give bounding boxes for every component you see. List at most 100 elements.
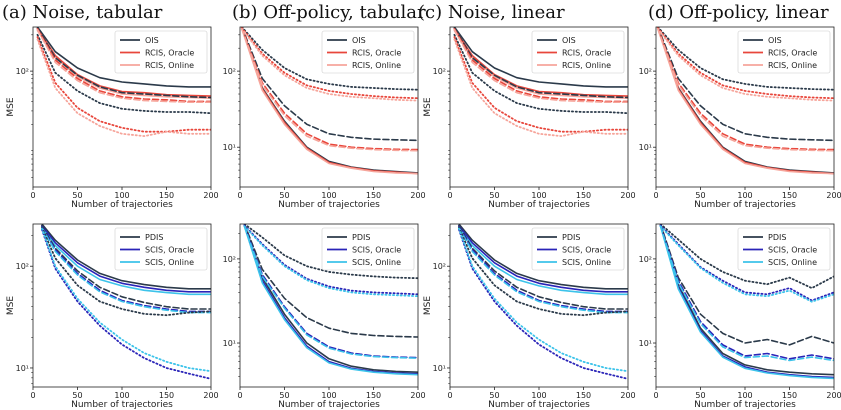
legend-box — [737, 227, 831, 271]
x-tick-label: 200 — [410, 191, 425, 200]
legend-label: RCIS, Oracle — [562, 49, 611, 58]
x-tick-label: 100 — [531, 391, 546, 400]
legend-label: PDIS — [768, 233, 786, 242]
series-line — [243, 225, 418, 376]
panel-d: (d) Off-policy, linear 0 50 100 150 200 10² 10¹… — [639, 2, 841, 210]
series-group — [453, 27, 628, 138]
legend-label: RCIS, Oracle — [145, 49, 194, 58]
panel-e: 0 50 100 150 200 10² 10¹ Number of trajectories… — [6, 223, 219, 410]
series-line — [458, 224, 628, 290]
x-tick-label: 150 — [576, 191, 591, 200]
series-line — [36, 27, 211, 103]
x-tick-label: 100 — [737, 191, 752, 200]
x-tick-label: 200 — [203, 391, 218, 400]
legend-label: PDIS — [562, 233, 580, 242]
panel-c: (c) Noise, linear 0 50 100 150 200 10² Number o… — [418, 2, 636, 210]
series-line — [36, 27, 211, 99]
series-line — [458, 224, 628, 310]
x-axis-label: Number of trajectories — [71, 200, 173, 210]
panel-f: 0 50 100 150 200 10² 10¹ Number of trajectories… — [223, 223, 426, 410]
x-tick-label: 0 — [447, 191, 452, 200]
series-line — [453, 27, 628, 88]
y-tick-label: 10¹ — [223, 339, 236, 348]
legend-box — [114, 30, 208, 74]
y-tick-label: 10² — [223, 67, 236, 76]
series-line — [41, 224, 211, 310]
series-line — [241, 27, 418, 151]
series-line — [453, 33, 628, 115]
series-line — [243, 225, 418, 360]
x-tick-label: 0 — [237, 191, 242, 200]
series-line — [41, 228, 211, 380]
series-line — [240, 27, 418, 100]
series-group — [41, 224, 211, 380]
series-line — [659, 224, 834, 302]
y-tick-label: 10² — [433, 67, 446, 76]
series-line — [36, 27, 211, 88]
series-group — [36, 27, 211, 138]
y-tick-label: 10¹ — [223, 143, 236, 152]
series-line — [41, 226, 211, 296]
x-tick-label: 150 — [782, 191, 797, 200]
series-line — [243, 224, 418, 338]
legend-label: RCIS, Oracle — [352, 49, 401, 58]
y-axis-label: MSE — [423, 296, 433, 315]
x-tick-label: 0 — [447, 391, 452, 400]
y-tick-label: 10² — [433, 262, 446, 271]
x-tick-label: 0 — [237, 391, 242, 400]
series-line — [659, 225, 834, 362]
series-line — [41, 226, 211, 317]
series-line — [458, 226, 628, 314]
y-tick-label: 10² — [16, 67, 29, 76]
x-axis-label: Number of trajectories — [488, 200, 590, 210]
panel-title: (c) Noise, linear — [418, 2, 565, 23]
x-tick-label: 50 — [489, 191, 499, 200]
x-tick-label: 150 — [782, 391, 797, 400]
legend-label: SCIS, Online — [768, 258, 817, 267]
legend-box — [531, 30, 625, 74]
x-axis-label: Number of trajectories — [694, 400, 796, 410]
series-line — [659, 224, 834, 290]
y-axis-label: MSE — [6, 296, 16, 315]
series-line — [453, 27, 628, 99]
x-tick-label: 100 — [114, 391, 129, 400]
x-tick-label: 50 — [489, 391, 499, 400]
series-line — [656, 27, 834, 175]
series-line — [243, 224, 418, 296]
series-line — [243, 225, 418, 298]
x-axis-label: Number of trajectories — [694, 200, 796, 210]
series-line — [240, 27, 418, 102]
y-tick-label: 10² — [639, 255, 652, 264]
legend-label: SCIS, Oracle — [562, 246, 611, 255]
series-line — [656, 27, 834, 152]
series-line — [659, 224, 834, 346]
series-group — [240, 27, 418, 175]
y-tick-label: 10¹ — [639, 339, 652, 348]
legend-label: SCIS, Online — [562, 258, 611, 267]
series-line — [241, 27, 418, 152]
legend-label: RCIS, Online — [145, 61, 194, 70]
series-line — [458, 224, 628, 293]
series-line — [41, 226, 211, 314]
series-line — [453, 27, 628, 103]
series-line — [659, 225, 834, 303]
legend-label: RCIS, Online — [562, 61, 611, 70]
y-tick-label: 10¹ — [433, 364, 446, 373]
series-line — [240, 27, 418, 91]
x-tick-label: 50 — [279, 191, 289, 200]
x-tick-label: 50 — [72, 391, 82, 400]
y-tick-label: 10² — [223, 255, 236, 264]
series-line — [453, 38, 628, 138]
series-line — [656, 27, 834, 151]
series-line — [457, 226, 628, 317]
series-line — [243, 224, 418, 280]
panel-title: (b) Off-policy, tabular — [232, 2, 426, 23]
series-group — [243, 224, 418, 376]
legend-label: SCIS, Oracle — [352, 246, 401, 255]
legend-box — [114, 227, 208, 271]
legend-label: OIS — [145, 36, 159, 45]
series-line — [241, 27, 418, 175]
panel-g: 0 50 100 150 200 10² 10¹ Number of trajectories… — [423, 223, 636, 410]
x-tick-label: 200 — [203, 191, 218, 200]
